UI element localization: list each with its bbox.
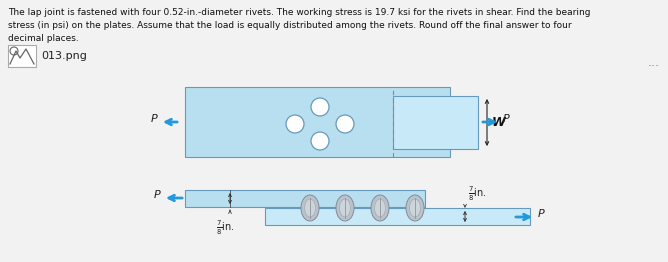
Ellipse shape bbox=[336, 195, 354, 221]
Text: $\bfit{W}$: $\bfit{W}$ bbox=[491, 116, 507, 129]
Bar bbox=[393, 96, 478, 149]
Text: The lap joint is fastened with four 0.52-in.-diameter rivets. The working stress: The lap joint is fastened with four 0.52… bbox=[8, 8, 591, 17]
Ellipse shape bbox=[409, 199, 420, 217]
Text: stress (in psi) on the plates. Assume that the load is equally distributed among: stress (in psi) on the plates. Assume th… bbox=[8, 21, 572, 30]
Text: decimal places.: decimal places. bbox=[8, 34, 79, 43]
Ellipse shape bbox=[371, 195, 389, 221]
Circle shape bbox=[286, 115, 304, 133]
Text: P: P bbox=[503, 114, 510, 124]
Circle shape bbox=[311, 132, 329, 150]
Bar bbox=[8, 45, 36, 67]
Text: P: P bbox=[153, 190, 160, 200]
Text: P: P bbox=[150, 114, 157, 124]
Ellipse shape bbox=[301, 195, 319, 221]
Circle shape bbox=[311, 98, 329, 116]
Text: P: P bbox=[538, 209, 544, 219]
Ellipse shape bbox=[375, 199, 385, 217]
Text: $\frac{7}{8}$in.: $\frac{7}{8}$in. bbox=[216, 219, 234, 237]
Bar bbox=[185, 87, 450, 157]
Circle shape bbox=[336, 115, 354, 133]
Ellipse shape bbox=[406, 195, 424, 221]
Text: $\frac{7}{8}$in.: $\frac{7}{8}$in. bbox=[468, 185, 486, 203]
Bar bbox=[265, 208, 530, 225]
Bar bbox=[185, 190, 425, 207]
Text: ···: ··· bbox=[648, 61, 660, 74]
Text: 013.png: 013.png bbox=[41, 51, 87, 61]
Ellipse shape bbox=[339, 199, 351, 217]
Ellipse shape bbox=[305, 199, 315, 217]
